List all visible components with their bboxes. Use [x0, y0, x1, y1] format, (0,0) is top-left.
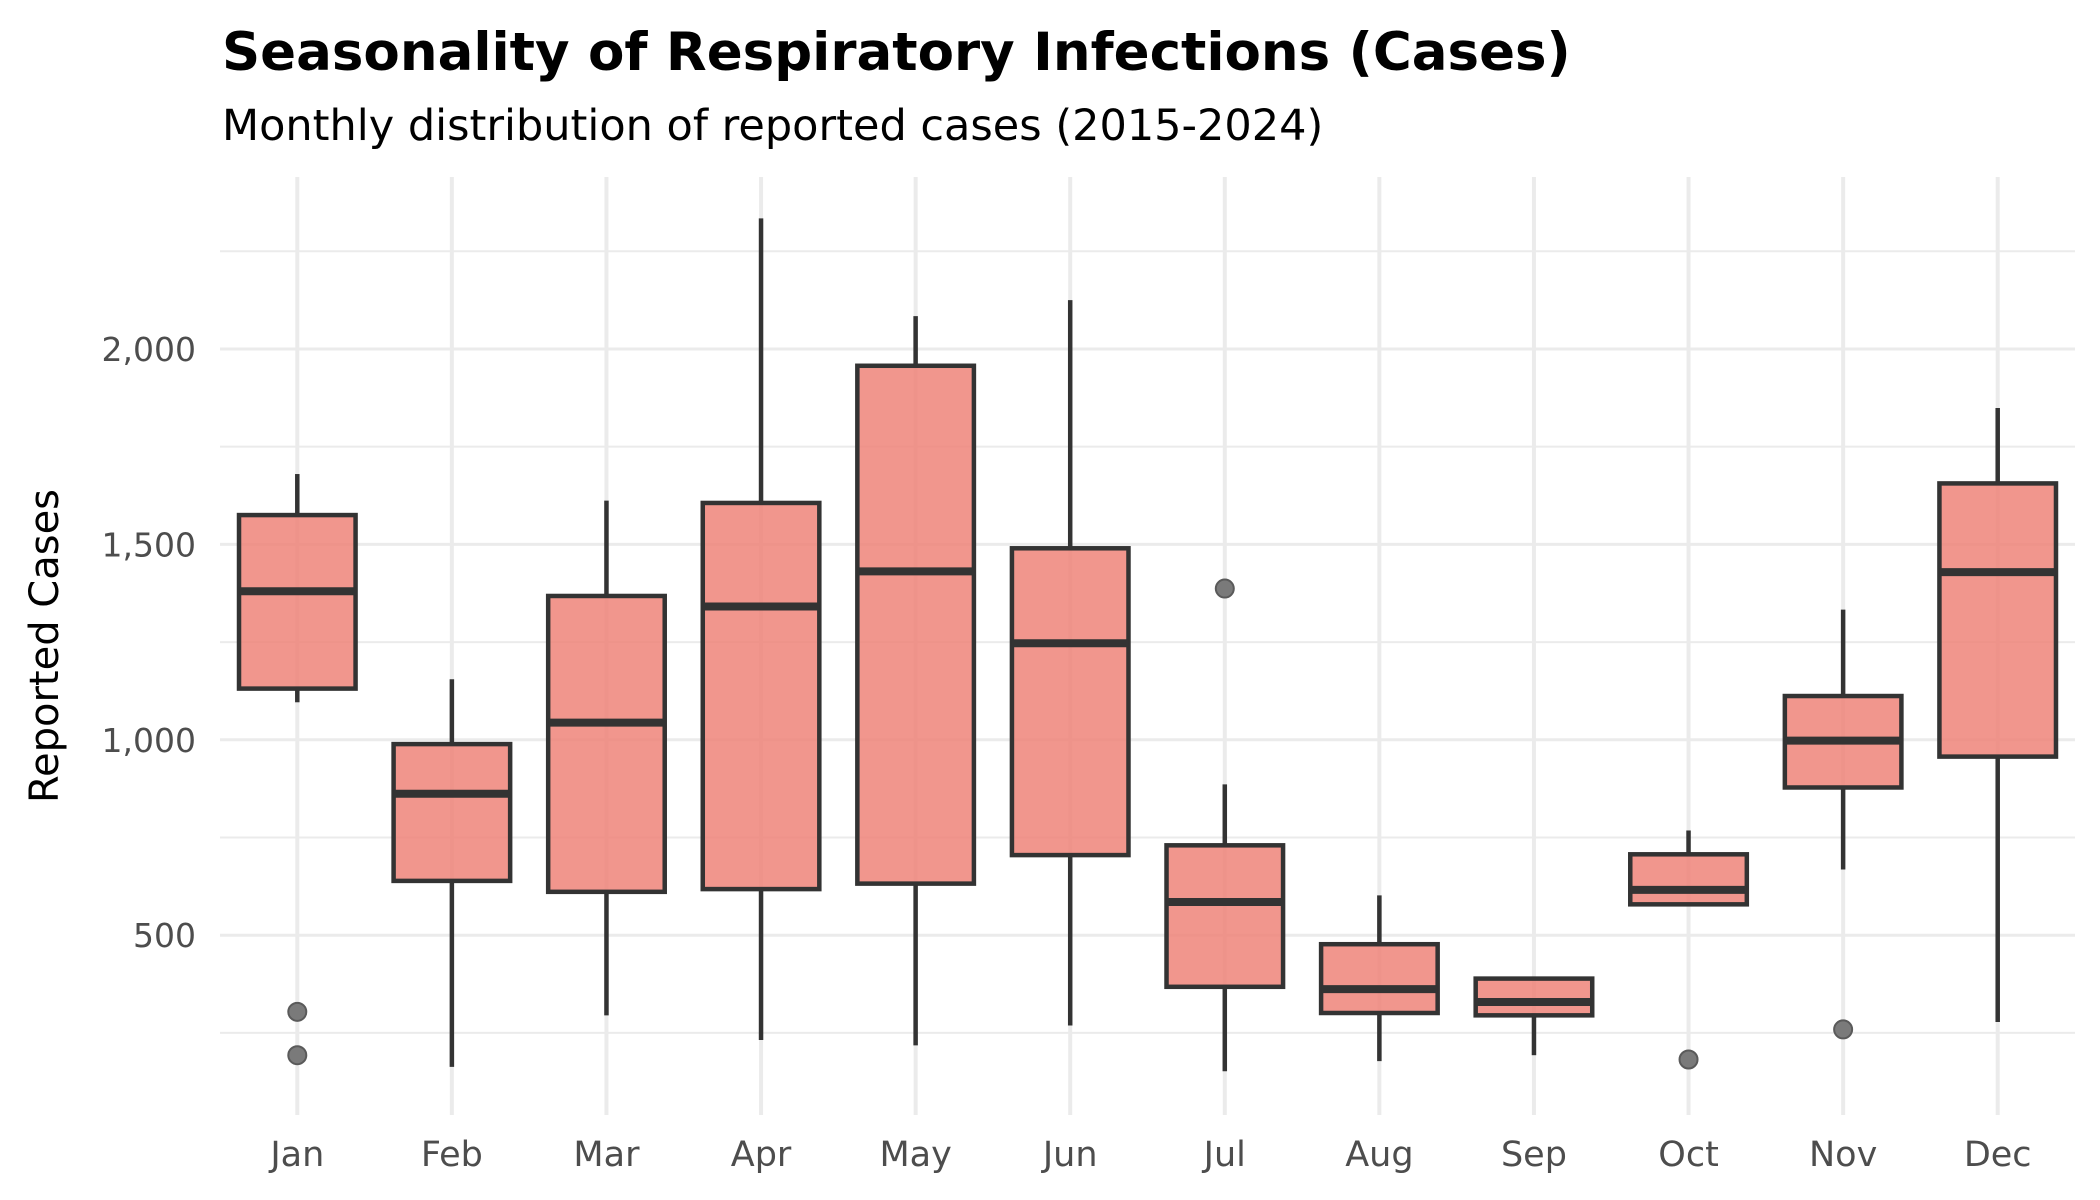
outlier-point [287, 1045, 308, 1066]
x-tick-label: Aug [1345, 1135, 1413, 1175]
x-tick-label: Dec [1964, 1135, 2032, 1175]
iqr-box [1164, 843, 1286, 990]
x-tick-label: Apr [731, 1135, 792, 1175]
iqr-box [855, 363, 977, 886]
boxes [236, 218, 2059, 1072]
iqr-box [1937, 481, 2059, 759]
x-tick-label: Jan [268, 1135, 324, 1175]
box-group-apr [700, 218, 822, 1040]
box-group-jun [1009, 300, 1131, 1026]
x-tick-label: Feb [421, 1135, 483, 1175]
x-tick-label: Jun [1041, 1135, 1098, 1175]
iqr-box [545, 593, 667, 895]
x-tick-label: Sep [1501, 1135, 1567, 1175]
iqr-box [1318, 941, 1440, 1016]
box-group-jan [236, 474, 358, 1066]
chart-subtitle: Monthly distribution of reported cases (… [222, 101, 1323, 151]
x-tick-label: May [879, 1135, 951, 1175]
box-group-oct [1628, 830, 1750, 1070]
outlier-point [1678, 1049, 1699, 1070]
iqr-box [1009, 546, 1131, 858]
y-tick-label: 1,000 [102, 721, 196, 760]
box-group-sep [1473, 976, 1595, 1056]
box-group-may [855, 316, 977, 1046]
x-axis-ticks: Jan Feb Mar Apr May Jun Jul Aug Sep Oct Nov Dec [268, 1135, 2031, 1175]
y-tick-label: 500 [133, 916, 196, 955]
box-group-feb [391, 679, 513, 1067]
box-group-dec [1937, 407, 2059, 1022]
iqr-box [1473, 976, 1595, 1018]
x-tick-label: Oct [1658, 1135, 1719, 1175]
iqr-box [1628, 852, 1750, 907]
x-tick-label: Nov [1809, 1135, 1877, 1175]
box-group-mar [545, 500, 667, 1016]
iqr-box [391, 741, 513, 884]
chart-title: Seasonality of Respiratory Infections (C… [222, 22, 1571, 83]
outlier-point [287, 1001, 308, 1022]
box-group-nov [1782, 609, 1904, 1040]
y-tick-label: 1,500 [102, 525, 196, 564]
box-group-jul [1164, 578, 1286, 1072]
outlier-point [1214, 578, 1235, 599]
y-axis-ticks: 500 1,000 1,500 2,000 [102, 330, 196, 955]
x-tick-label: Jul [1202, 1135, 1246, 1175]
y-tick-label: 2,000 [102, 330, 196, 369]
y-axis-label: Reported Cases [22, 489, 68, 803]
iqr-box [700, 500, 822, 892]
iqr-box [236, 512, 358, 691]
outlier-point [1833, 1019, 1854, 1040]
box-group-aug [1318, 895, 1440, 1062]
x-tick-label: Mar [573, 1135, 640, 1175]
